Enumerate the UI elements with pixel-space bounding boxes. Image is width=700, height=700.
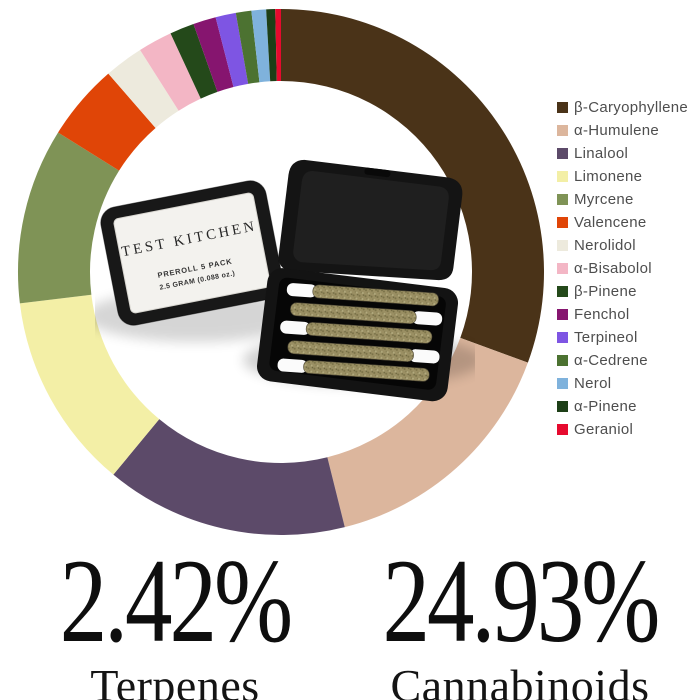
donut-segment-β-Pinene	[170, 23, 218, 99]
legend-item: Nerol	[557, 372, 688, 395]
product-photo: TEST KITCHEN PREROLL 5 PACK 2.5 GRAM (0.…	[95, 159, 475, 402]
legend-swatch-icon	[557, 332, 568, 343]
donut-segment-Fenchol	[193, 17, 234, 92]
legend-swatch-icon	[557, 240, 568, 251]
donut-segment-Geraniol	[275, 8, 281, 82]
legend-label: α-Pinene	[574, 398, 637, 415]
legend-item: Geraniol	[557, 418, 688, 441]
legend-item: α-Humulene	[557, 119, 688, 142]
legend-item: Valencene	[557, 211, 688, 234]
legend-label: Nerolidol	[574, 237, 636, 254]
legend-label: Fenchol	[574, 306, 630, 323]
legend-label: Myrcene	[574, 191, 634, 208]
legend-swatch-icon	[557, 424, 568, 435]
donut-segment-Nerol	[251, 9, 271, 83]
legend-swatch-icon	[557, 401, 568, 412]
legend-label: α-Bisabolol	[574, 260, 652, 277]
legend-label: Limonene	[574, 168, 643, 185]
preroll	[280, 320, 433, 344]
donut-segment-Myrcene	[17, 132, 120, 304]
closed-preroll-case: TEST KITCHEN PREROLL 5 PACK 2.5 GRAM (0.…	[100, 180, 284, 326]
donut-segment-Valencene	[58, 73, 156, 171]
legend-item: β-Caryophyllene	[557, 96, 688, 119]
legend-item: Linalool	[557, 142, 688, 165]
legend-item: Limonene	[557, 165, 688, 188]
donut-segment-α-Pinene	[266, 9, 277, 82]
legend-swatch-icon	[557, 355, 568, 366]
legend-swatch-icon	[557, 194, 568, 205]
legend-item: α-Pinene	[557, 395, 688, 418]
open-preroll-case	[257, 159, 463, 402]
legend-swatch-icon	[557, 263, 568, 274]
preroll	[277, 358, 430, 382]
legend-item: β-Pinene	[557, 280, 688, 303]
legend-label: Linalool	[574, 145, 629, 162]
legend-swatch-icon	[557, 102, 568, 113]
legend-swatch-icon	[557, 148, 568, 159]
legend-swatch-icon	[557, 171, 568, 182]
legend-item: α-Cedrene	[557, 349, 688, 372]
cannabinoids-value: 24.93%	[382, 533, 661, 668]
donut-segment-α-Bisabolol	[140, 33, 201, 111]
donut-segment-α-Cedrene	[235, 10, 260, 84]
donut-segment-Terpineol	[215, 12, 249, 88]
legend-label: Valencene	[574, 214, 647, 231]
legend-swatch-icon	[557, 378, 568, 389]
legend-swatch-icon	[557, 125, 568, 136]
legend-label: Terpineol	[574, 329, 638, 346]
legend-label: α-Cedrene	[574, 352, 648, 369]
terpenes-stat: 2.42% Terpenes	[40, 540, 310, 700]
cannabinoids-label: Cannabinoids	[390, 659, 650, 700]
stats-row: 2.42% Terpenes 24.93% Cannabinoids	[0, 540, 700, 700]
legend-label: Geraniol	[574, 421, 634, 438]
preroll	[290, 302, 443, 326]
chart-legend: β-Caryophyllene α-Humulene Linalool Limonen…	[557, 96, 688, 441]
preroll	[286, 283, 439, 307]
legend-swatch-icon	[557, 217, 568, 228]
terpenes-value: 2.42%	[59, 533, 293, 668]
prerolls	[277, 283, 443, 382]
legend-item: Nerolidol	[557, 234, 688, 257]
legend-label: β-Pinene	[574, 283, 637, 300]
legend-item: Myrcene	[557, 188, 688, 211]
legend-item: Fenchol	[557, 303, 688, 326]
donut-segment-β-Caryophyllene	[281, 9, 545, 363]
donut-segment-Linalool	[113, 419, 345, 535]
donut-segment-Nerolidol	[108, 49, 179, 128]
cannabinoids-stat: 24.93% Cannabinoids	[375, 540, 665, 700]
legend-item: Terpineol	[557, 326, 688, 349]
terpenes-label: Terpenes	[90, 659, 260, 700]
legend-item: α-Bisabolol	[557, 257, 688, 280]
case-latch	[364, 167, 391, 178]
preroll	[287, 340, 440, 364]
legend-swatch-icon	[557, 309, 568, 320]
legend-swatch-icon	[557, 286, 568, 297]
legend-label: β-Caryophyllene	[574, 99, 689, 116]
donut-segment-α-Humulene	[327, 337, 528, 528]
legend-label: Nerol	[574, 375, 612, 392]
donut-segment-Limonene	[19, 294, 160, 475]
case-lid-panel	[293, 171, 449, 271]
legend-label: α-Humulene	[574, 122, 660, 139]
